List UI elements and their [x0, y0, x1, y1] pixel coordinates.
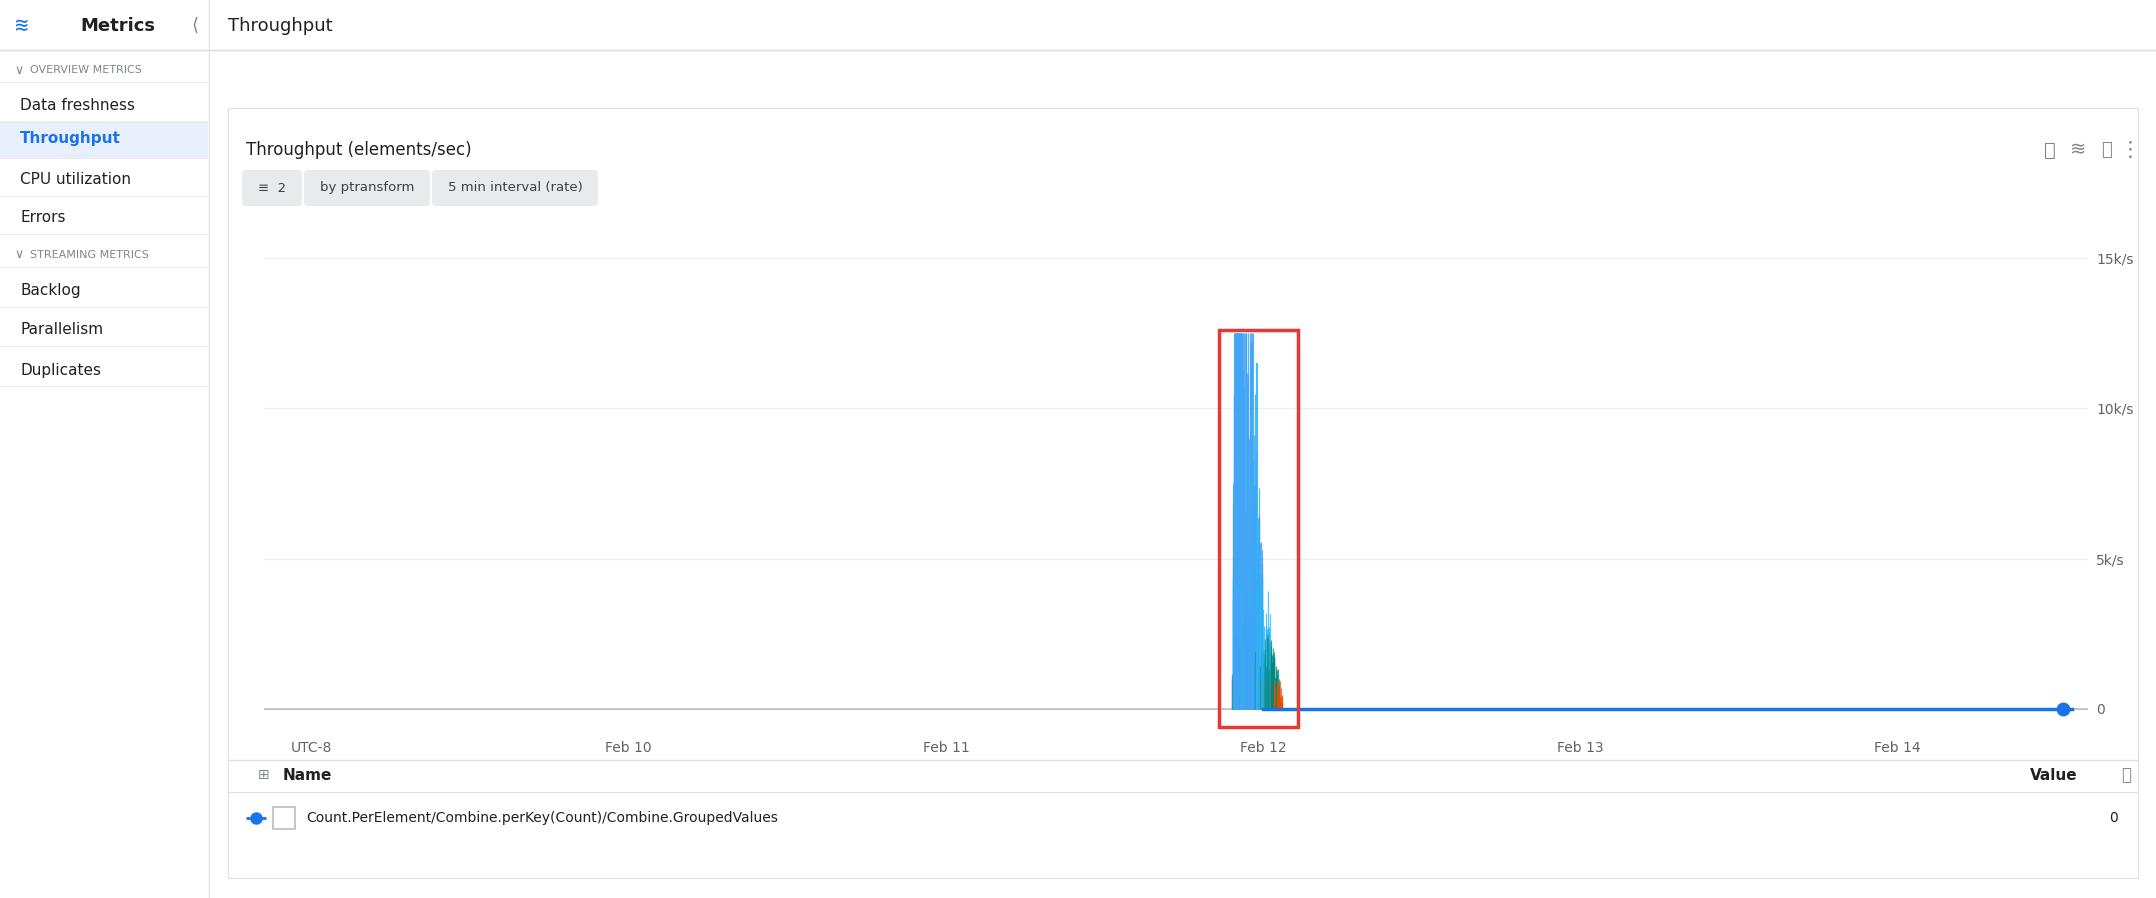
- Text: Metrics: Metrics: [80, 17, 155, 35]
- FancyBboxPatch shape: [304, 170, 429, 206]
- FancyBboxPatch shape: [431, 170, 597, 206]
- Text: CPU utilization: CPU utilization: [19, 172, 132, 188]
- Text: ∨: ∨: [13, 64, 24, 76]
- Text: ⦀: ⦀: [2122, 766, 2130, 784]
- FancyBboxPatch shape: [274, 807, 295, 829]
- Text: Throughput (elements/sec): Throughput (elements/sec): [246, 141, 472, 159]
- Text: ⛶: ⛶: [2100, 141, 2111, 159]
- Text: Errors: Errors: [19, 210, 65, 225]
- Text: ≋: ≋: [15, 16, 28, 36]
- Text: 5 min interval (rate): 5 min interval (rate): [448, 181, 582, 195]
- Text: STREAMING METRICS: STREAMING METRICS: [30, 250, 149, 260]
- Bar: [0, 121, 207, 158]
- Text: ≋: ≋: [2070, 140, 2087, 160]
- Text: 0: 0: [2109, 811, 2117, 825]
- Text: ≡  2: ≡ 2: [259, 181, 287, 195]
- Text: ⌕: ⌕: [2044, 140, 2057, 160]
- Text: Value: Value: [2031, 768, 2078, 782]
- Text: ∨: ∨: [13, 249, 24, 261]
- FancyBboxPatch shape: [229, 108, 2139, 878]
- Text: ⟨: ⟨: [192, 17, 198, 35]
- Text: Data freshness: Data freshness: [19, 99, 136, 113]
- FancyBboxPatch shape: [241, 170, 302, 206]
- Text: Throughput: Throughput: [229, 17, 332, 35]
- Text: OVERVIEW METRICS: OVERVIEW METRICS: [30, 65, 142, 75]
- Text: Parallelism: Parallelism: [19, 322, 103, 338]
- Text: ⊞: ⊞: [259, 768, 270, 782]
- Text: Backlog: Backlog: [19, 284, 80, 298]
- Text: by ptransform: by ptransform: [319, 181, 414, 195]
- Text: Throughput: Throughput: [19, 131, 121, 146]
- Text: Count.PerElement/Combine.perKey(Count)/Combine.GroupedValues: Count.PerElement/Combine.perKey(Count)/C…: [306, 811, 778, 825]
- Bar: [1218, 330, 1298, 727]
- Text: Name: Name: [282, 768, 332, 782]
- Text: ⋮: ⋮: [2119, 140, 2141, 160]
- Text: Duplicates: Duplicates: [19, 363, 101, 377]
